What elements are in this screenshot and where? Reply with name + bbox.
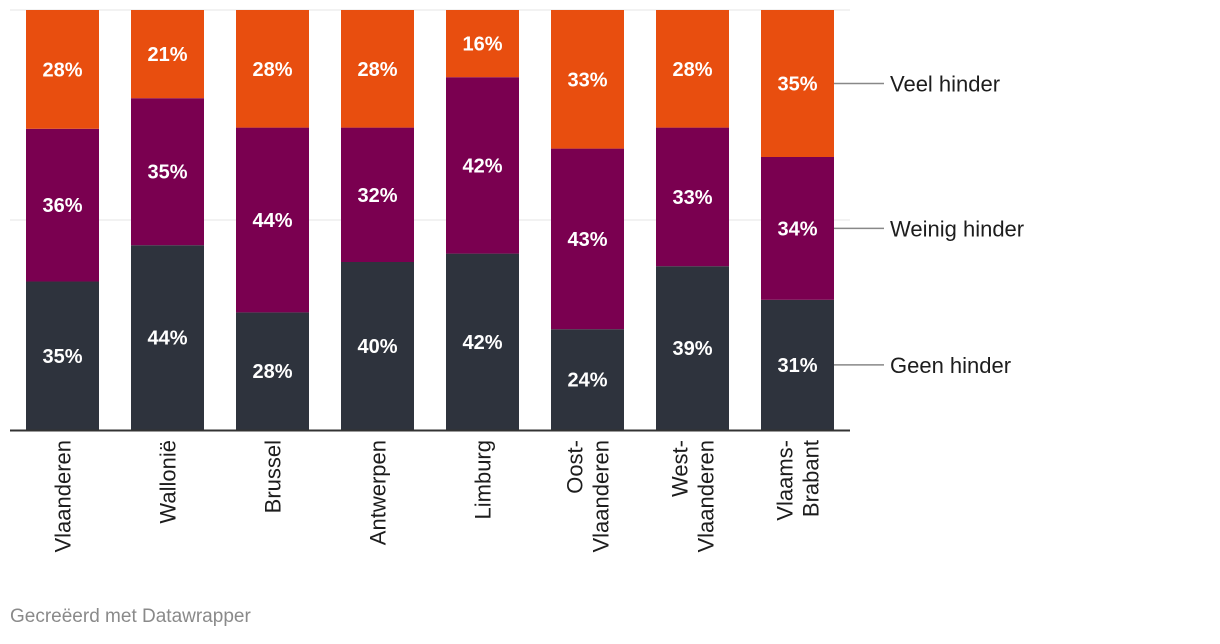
data-label: 28% (252, 59, 292, 81)
bar-segment (236, 312, 309, 430)
data-label: 31% (777, 355, 817, 377)
x-tick-label-line: Vlaanderen (589, 440, 614, 553)
data-labels: 35% 36% 28% 44% 35% 21% 28% 44% 28% 40% 32% 28% 42% 4… (42, 34, 817, 392)
bar-segment (761, 157, 834, 300)
x-tick-label-line: West- (668, 440, 693, 497)
data-label: 28% (672, 59, 712, 81)
bars (26, 10, 834, 430)
legend-label: Geen hinder (890, 353, 1011, 378)
data-label: 21% (147, 44, 187, 66)
x-tick-label-line: Oost- (563, 440, 588, 494)
x-tick-label: Vlaams- Brabant (773, 440, 824, 521)
bar-segment (656, 10, 729, 128)
bar-segment (446, 77, 519, 254)
data-label: 35% (777, 74, 817, 96)
data-label: 35% (147, 162, 187, 184)
bar-segment (341, 127, 414, 262)
data-label: 34% (777, 218, 817, 240)
bar-segment (551, 329, 624, 430)
x-tick-label: Wallonië (156, 440, 181, 524)
x-tick-label: Vlaanderen (51, 440, 76, 553)
data-label: 16% (462, 34, 502, 56)
bar-segment (26, 10, 99, 129)
data-label: 40% (357, 336, 397, 358)
x-tick-label: Antwerpen (366, 440, 391, 545)
bar-segment (131, 10, 204, 99)
data-label: 33% (672, 187, 712, 209)
bar-segment (656, 266, 729, 430)
x-tick-label-line: Wallonië (156, 440, 181, 524)
data-label: 42% (462, 155, 502, 177)
x-tick-label: Oost- Vlaanderen (563, 440, 614, 553)
data-label: 28% (357, 59, 397, 81)
bar-segment (236, 10, 309, 128)
data-label: 24% (567, 370, 607, 392)
bar-segment (551, 148, 624, 330)
x-tick-label-line: Vlaanderen (51, 440, 76, 553)
x-tick-label: Limburg (471, 440, 496, 519)
legend-label: Weinig hinder (890, 216, 1024, 241)
x-tick-label-line: Antwerpen (366, 440, 391, 545)
x-tick-label-line: Brussel (261, 440, 286, 513)
data-label: 28% (42, 59, 82, 81)
bar-segment (26, 281, 99, 430)
legend: Geen hinder Weinig hinder Veel hinder (834, 72, 1024, 378)
bar-segment (26, 128, 99, 282)
bar-segment (761, 299, 834, 430)
bar-segment (341, 10, 414, 128)
x-tick-label: Brussel (261, 440, 286, 513)
data-label: 28% (252, 361, 292, 383)
bar-segment (551, 10, 624, 149)
bar-segment (656, 127, 729, 267)
bar-segment (761, 10, 834, 157)
data-label: 36% (42, 195, 82, 217)
data-label: 43% (567, 229, 607, 251)
x-tick-label-line: Limburg (471, 440, 496, 519)
data-label: 32% (357, 185, 397, 207)
bar-segment (446, 253, 519, 430)
data-label: 44% (147, 328, 187, 350)
x-axis: Vlaanderen Wallonië Brussel Antwerpen Limbur… (10, 429, 850, 553)
bar-segment (131, 245, 204, 430)
data-label: 44% (252, 210, 292, 232)
bar-segment (131, 98, 204, 246)
credit-text: Gecreëerd met Datawrapper (10, 606, 251, 627)
bar-segment (236, 127, 309, 313)
bar-segment (341, 262, 414, 430)
data-label: 33% (567, 69, 607, 91)
x-tick-label-line: Vlaanderen (694, 440, 719, 553)
x-tick-label-line: Brabant (799, 440, 824, 517)
data-label: 39% (672, 338, 712, 360)
data-label: 42% (462, 332, 502, 354)
data-label: 35% (42, 346, 82, 368)
x-tick-label: West- Vlaanderen (668, 440, 719, 553)
bar-segment (446, 10, 519, 78)
x-tick-label-line: Vlaams- (773, 440, 798, 521)
legend-label: Veel hinder (890, 72, 1000, 97)
